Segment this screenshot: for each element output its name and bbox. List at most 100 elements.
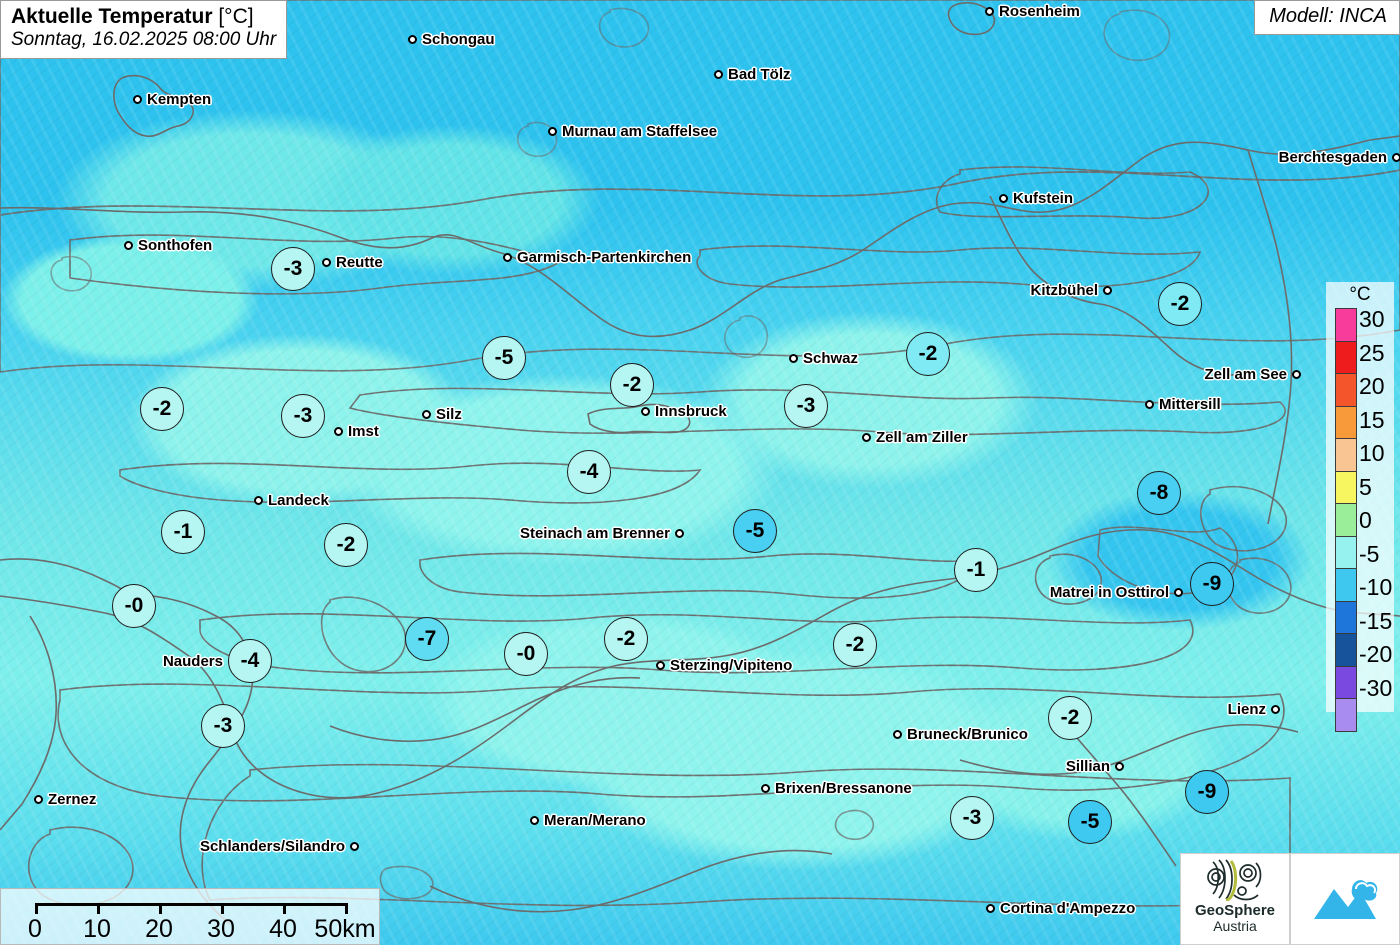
city-label: Imst	[348, 423, 379, 440]
scale-tick-label: 40	[269, 915, 297, 943]
legend-swatch	[1335, 568, 1357, 602]
city-label: Schlanders/Silandro	[199, 838, 345, 855]
geosphere-logo[interactable]: GeoSphere Austria	[1180, 853, 1290, 945]
city-marker: Zernez	[34, 791, 96, 808]
temperature-marker: -4	[228, 639, 272, 683]
legend-swatches	[1335, 308, 1357, 732]
city-marker: Schongau	[408, 31, 495, 48]
legend-tick-label: 5	[1359, 473, 1372, 500]
model-panel: Modell: INCA	[1254, 0, 1400, 35]
city-marker: Steinach am Brenner	[520, 525, 684, 542]
city-marker: Meran/Merano	[530, 812, 646, 829]
legend-tick-label: 15	[1359, 406, 1385, 433]
city-marker: Nauders	[163, 653, 237, 670]
city-marker: Sonthofen	[124, 237, 212, 254]
scale-bar-line	[35, 903, 348, 914]
city-label: Matrei in Osttirol	[1049, 584, 1169, 601]
temperature-marker: -0	[504, 632, 548, 676]
temperature-marker: -2	[604, 617, 648, 661]
title-text: Aktuelle Temperatur	[11, 5, 213, 28]
city-dot-icon	[408, 35, 417, 44]
scale-tick-label: 50km	[314, 915, 376, 943]
city-dot-icon	[675, 529, 684, 538]
temperature-marker: -2	[833, 623, 877, 667]
city-dot-icon	[1115, 762, 1124, 771]
temperature-marker: -1	[161, 510, 205, 554]
geosphere-mark-icon	[1207, 859, 1262, 901]
page-title: Aktuelle Temperatur [°C]	[11, 5, 276, 29]
temperature-marker: -3	[281, 394, 325, 438]
city-marker: Sillian	[1066, 758, 1124, 775]
city-label: Bruneck/Brunico	[907, 726, 1028, 743]
legend: °C 30 25 20 15 10 5 0 -5 -10 -15 -20 -30	[1326, 282, 1394, 732]
legend-swatch	[1335, 373, 1357, 407]
city-dot-icon	[1292, 370, 1301, 379]
scale-bar: 0 10 20 30 40 50km	[0, 888, 380, 945]
scale-tick-label: 20	[145, 915, 173, 943]
city-marker: Garmisch-Partenkirchen	[503, 249, 691, 266]
city-dot-icon	[656, 661, 665, 670]
city-dot-icon	[985, 7, 994, 16]
city-dot-icon	[124, 241, 133, 250]
legend-tick-label: -10	[1359, 574, 1393, 600]
city-marker: Kempten	[133, 91, 211, 108]
temperature-marker: -3	[950, 796, 994, 840]
weather-service-logo[interactable]	[1290, 853, 1400, 945]
legend-tick-label: -30	[1359, 674, 1393, 701]
scale-bar-labels: 0 10 20 30 40 50km	[1, 915, 381, 945]
city-dot-icon	[1174, 588, 1183, 597]
city-marker: Innsbruck	[641, 403, 727, 420]
legend-tick-label: -5	[1359, 540, 1380, 567]
legend-ticks: 30 25 20 15 10 5 0 -5 -10 -15 -20 -30	[1359, 308, 1395, 744]
scale-tick-label: 10	[83, 915, 111, 943]
scale-tick-label: 0	[28, 915, 42, 943]
title-unit: [°C]	[218, 5, 254, 28]
temperature-marker: -9	[1185, 770, 1229, 814]
scale-tick	[35, 903, 38, 914]
legend-tick-label: 30	[1359, 306, 1385, 332]
scale-tick-label: 30	[207, 915, 235, 943]
scale-tick	[283, 903, 286, 914]
city-dot-icon	[334, 427, 343, 436]
legend-swatch	[1335, 698, 1357, 732]
city-marker: Imst	[334, 423, 379, 440]
city-label: Sterzing/Vipiteno	[670, 657, 793, 674]
legend-tick-label: 20	[1359, 373, 1385, 399]
city-marker: Silz	[422, 406, 462, 423]
city-dot-icon	[503, 253, 512, 262]
temperature-marker: -5	[1068, 800, 1112, 844]
city-label: Brixen/Bressanone	[775, 780, 912, 797]
city-label: Berchtesgaden	[1278, 149, 1387, 166]
city-dot-icon	[999, 194, 1008, 203]
city-marker: Bruneck/Brunico	[893, 726, 1028, 743]
city-marker: Schwaz	[789, 350, 858, 367]
legend-swatch	[1335, 633, 1357, 667]
city-label: Innsbruck	[655, 403, 727, 420]
city-dot-icon	[350, 842, 359, 851]
legend-swatch	[1335, 308, 1357, 342]
city-marker: Berchtesgaden	[1279, 149, 1400, 166]
city-label: Zernez	[48, 791, 97, 808]
temperature-marker: -4	[567, 450, 611, 494]
title-panel: Aktuelle Temperatur [°C] Sonntag, 16.02.…	[0, 0, 288, 59]
city-label: Kufstein	[1013, 190, 1073, 207]
city-label: Lienz	[1227, 701, 1266, 718]
city-label: Mittersill	[1159, 396, 1221, 413]
city-dot-icon	[1271, 705, 1280, 714]
legend-swatch	[1335, 438, 1357, 472]
city-dot-icon	[34, 795, 43, 804]
temperature-marker: -0	[112, 584, 156, 628]
temperature-marker: -3	[201, 704, 245, 748]
city-marker: Kufstein	[999, 190, 1073, 207]
city-label: Rosenheim	[999, 3, 1080, 20]
city-marker: Landeck	[254, 492, 329, 509]
legend-tick-label: 25	[1359, 339, 1385, 366]
legend-swatch	[1335, 665, 1357, 699]
city-dot-icon	[789, 354, 798, 363]
legend-swatch	[1335, 405, 1357, 439]
legend-tick-label: -15	[1359, 607, 1393, 634]
temperature-marker: -7	[405, 617, 449, 661]
city-label: Steinach am Brenner	[519, 525, 670, 542]
city-dot-icon	[422, 410, 431, 419]
